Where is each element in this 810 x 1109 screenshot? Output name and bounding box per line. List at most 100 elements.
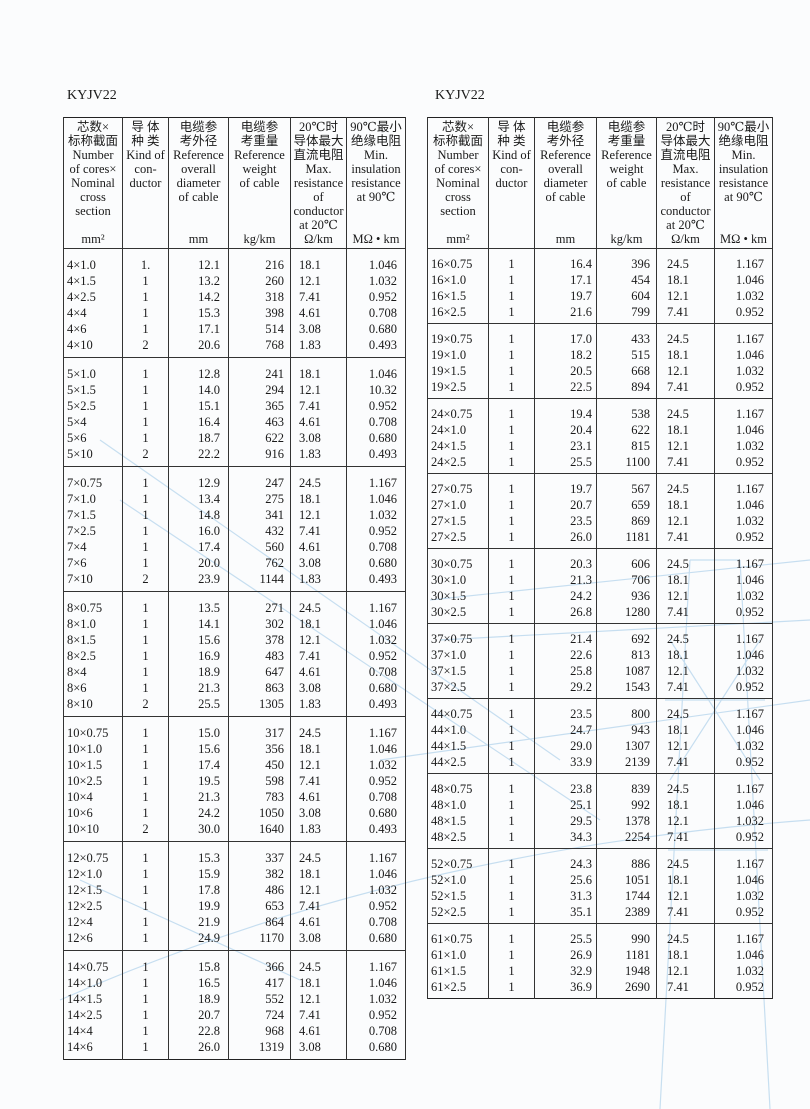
cell-conductor-kind: 1 bbox=[122, 716, 169, 741]
cell-cores-section: 8×10 bbox=[63, 696, 123, 717]
cell-conductor-kind: 1 bbox=[122, 866, 169, 882]
header-content: 90℃最小 绝缘电阻 Min. insulation resistance at 90℃ M… bbox=[349, 120, 403, 246]
cell-conductor-kind: 1 bbox=[488, 323, 535, 347]
cell-cores-section: 10×2.5 bbox=[63, 773, 123, 789]
cell-conductor-kind: 1 bbox=[122, 430, 169, 446]
cell-cores-section: 7×1.0 bbox=[63, 491, 123, 507]
header-line: con- bbox=[500, 162, 523, 176]
table-row: 30×1.0 1 21.3 706 18.1 1.046 bbox=[427, 572, 773, 588]
table-row: 4×2.5 1 14.2 318 7.41 0.952 bbox=[63, 289, 406, 305]
cell-overall-diameter: 16.0 bbox=[168, 523, 229, 539]
header-line: of cable bbox=[239, 176, 280, 190]
cell-weight: 552 bbox=[228, 991, 291, 1007]
cell-overall-diameter: 26.0 bbox=[168, 1039, 229, 1060]
cell-weight: 606 bbox=[596, 548, 657, 572]
cell-cores-section: 10×10 bbox=[63, 821, 123, 842]
cell-overall-diameter: 20.0 bbox=[168, 555, 229, 571]
cell-overall-diameter: 25.6 bbox=[534, 872, 597, 888]
table-row: 7×1.0 1 13.4 275 18.1 1.046 bbox=[63, 491, 406, 507]
cell-overall-diameter: 15.3 bbox=[168, 841, 229, 866]
cell-max-resistance: 7.41 bbox=[290, 898, 347, 914]
cell-conductor-kind: 1 bbox=[122, 680, 169, 696]
cell-conductor-kind: 1 bbox=[488, 248, 535, 272]
cell-min-insulation-resistance: 1.032 bbox=[714, 588, 773, 604]
cell-max-resistance: 4.61 bbox=[290, 539, 347, 555]
cell-overall-diameter: 15.6 bbox=[168, 741, 229, 757]
cell-cores-section: 14×2.5 bbox=[63, 1007, 123, 1023]
cell-cores-section: 7×1.5 bbox=[63, 507, 123, 523]
cell-overall-diameter: 20.4 bbox=[534, 422, 597, 438]
cell-overall-diameter: 26.8 bbox=[534, 604, 597, 624]
table-row: 8×10 2 25.5 1305 1.83 0.493 bbox=[63, 696, 406, 717]
cell-overall-diameter: 17.1 bbox=[168, 321, 229, 337]
cell-cores-section: 10×6 bbox=[63, 805, 123, 821]
header-max-resistance: 20℃时 导体最大 直流电阻 Max. resistance of conductor at … bbox=[656, 117, 715, 249]
cell-weight: 398 bbox=[228, 305, 291, 321]
cell-max-resistance: 7.41 bbox=[656, 979, 715, 999]
header-line: 电缆参 bbox=[607, 120, 646, 134]
header-line: resistance bbox=[351, 176, 401, 190]
header-unit: kg/km bbox=[610, 232, 643, 246]
cell-overall-diameter: 35.1 bbox=[534, 904, 597, 924]
cell-min-insulation-resistance: 0.493 bbox=[346, 571, 406, 592]
cell-conductor-kind: 2 bbox=[122, 571, 169, 592]
table-row: 44×2.5 1 33.9 2139 7.41 0.952 bbox=[427, 754, 773, 774]
cell-overall-diameter: 16.9 bbox=[168, 648, 229, 664]
header-content: 20℃时 导体最大 直流电阻 Max. resistance of conductor at … bbox=[659, 120, 712, 246]
cell-max-resistance: 3.08 bbox=[290, 805, 347, 821]
table-row: 24×2.5 1 25.5 1100 7.41 0.952 bbox=[427, 454, 773, 474]
cell-cores-section: 4×1.0 bbox=[63, 248, 123, 273]
cell-max-resistance: 7.41 bbox=[290, 523, 347, 539]
header-max-resistance: 20℃时 导体最大 直流电阻 Max. resistance of conductor at … bbox=[290, 117, 347, 249]
cell-cores-section: 61×2.5 bbox=[427, 979, 489, 999]
table-row: 52×2.5 1 35.1 2389 7.41 0.952 bbox=[427, 904, 773, 924]
cell-min-insulation-resistance: 1.167 bbox=[714, 548, 773, 572]
cell-max-resistance: 12.1 bbox=[656, 738, 715, 754]
table-row: 24×1.0 1 20.4 622 18.1 1.046 bbox=[427, 422, 773, 438]
header-line: Min. bbox=[364, 148, 388, 162]
cell-min-insulation-resistance: 1.167 bbox=[714, 398, 773, 422]
cell-weight: 1087 bbox=[596, 663, 657, 679]
cell-cores-section: 37×1.5 bbox=[427, 663, 489, 679]
cell-cores-section: 44×1.0 bbox=[427, 722, 489, 738]
cell-cores-section: 48×1.5 bbox=[427, 813, 489, 829]
cell-weight: 598 bbox=[228, 773, 291, 789]
cell-cores-section: 27×0.75 bbox=[427, 473, 489, 497]
cell-cores-section: 48×0.75 bbox=[427, 773, 489, 797]
cell-conductor-kind: 2 bbox=[122, 821, 169, 842]
cell-conductor-kind: 1 bbox=[488, 888, 535, 904]
cell-weight: 2389 bbox=[596, 904, 657, 924]
header-overall-diameter: 电缆参 考外径 Reference overall diameter of cable mm bbox=[534, 117, 597, 249]
header-line: 20℃时 bbox=[666, 120, 705, 134]
cell-weight: 483 bbox=[228, 648, 291, 664]
cell-min-insulation-resistance: 0.952 bbox=[714, 529, 773, 549]
table-row: 5×4 1 16.4 463 4.61 0.708 bbox=[63, 414, 406, 430]
cell-weight: 622 bbox=[596, 422, 657, 438]
cell-weight: 396 bbox=[596, 248, 657, 272]
cell-overall-diameter: 13.4 bbox=[168, 491, 229, 507]
cell-weight: 1181 bbox=[596, 529, 657, 549]
cell-min-insulation-resistance: 0.708 bbox=[346, 414, 406, 430]
cell-weight: 560 bbox=[228, 539, 291, 555]
table-row: 8×4 1 18.9 647 4.61 0.708 bbox=[63, 664, 406, 680]
cell-cores-section: 52×1.0 bbox=[427, 872, 489, 888]
header-line: overall bbox=[181, 162, 216, 176]
cell-conductor-kind: 1 bbox=[122, 1007, 169, 1023]
cell-weight: 990 bbox=[596, 923, 657, 947]
cell-cores-section: 7×0.75 bbox=[63, 466, 123, 491]
header-line: cross bbox=[80, 190, 106, 204]
cell-weight: 318 bbox=[228, 289, 291, 305]
table-row: 19×2.5 1 22.5 894 7.41 0.952 bbox=[427, 379, 773, 399]
cell-overall-diameter: 15.6 bbox=[168, 632, 229, 648]
cell-min-insulation-resistance: 0.952 bbox=[714, 754, 773, 774]
cell-max-resistance: 12.1 bbox=[656, 363, 715, 379]
cell-max-resistance: 4.61 bbox=[290, 789, 347, 805]
header-content: 电缆参 考外径 Reference overall diameter of cable mm bbox=[537, 120, 594, 246]
cell-cores-section: 10×1.5 bbox=[63, 757, 123, 773]
cell-weight: 567 bbox=[596, 473, 657, 497]
cell-cores-section: 24×1.5 bbox=[427, 438, 489, 454]
cell-conductor-kind: 1 bbox=[488, 513, 535, 529]
cell-overall-diameter: 25.1 bbox=[534, 797, 597, 813]
header-line: 电缆参 bbox=[240, 120, 279, 134]
cell-cores-section: 8×0.75 bbox=[63, 591, 123, 616]
